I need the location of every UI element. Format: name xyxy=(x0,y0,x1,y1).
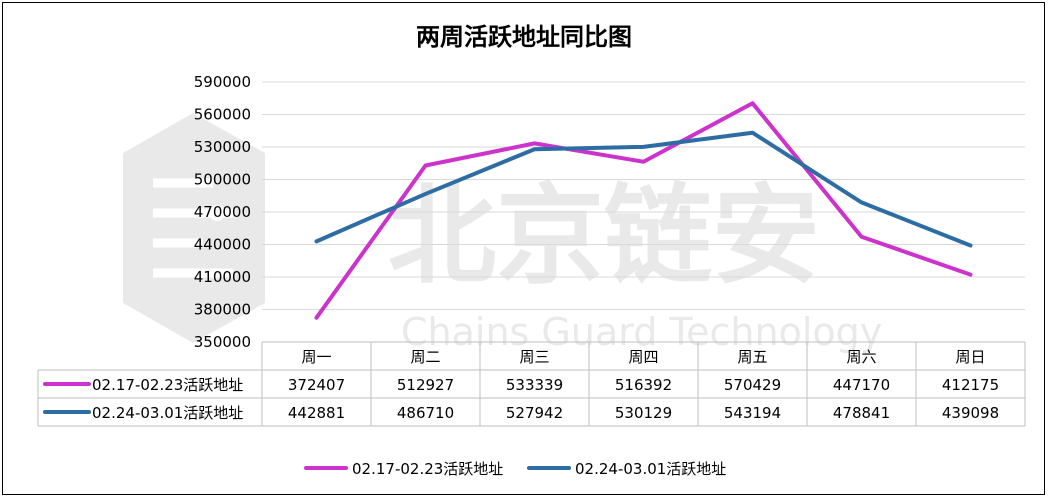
watermark-main: 北京链安 xyxy=(388,174,820,299)
series-lines xyxy=(314,101,973,320)
x-category-label: 周三 xyxy=(519,348,549,366)
table-value-cell: 447170 xyxy=(833,376,890,394)
y-tick-label: 590000 xyxy=(194,73,251,91)
series-line xyxy=(314,130,973,248)
y-tick-label: 560000 xyxy=(194,106,251,124)
table-series-name: 02.17-02.23活跃地址 xyxy=(92,376,243,394)
watermark-sub: Chains Guard Technology xyxy=(401,310,882,354)
y-tick-label: 440000 xyxy=(194,236,251,254)
x-category-label: 周五 xyxy=(737,348,767,366)
y-tick-label: 350000 xyxy=(194,333,251,351)
y-tick-label: 500000 xyxy=(194,171,251,189)
table-value-cell: 512927 xyxy=(397,376,454,394)
table-value-cell: 372407 xyxy=(288,376,345,394)
table-value-cell: 570429 xyxy=(724,376,781,394)
y-tick-label: 530000 xyxy=(194,138,251,156)
table-value-cell: 439098 xyxy=(942,404,999,422)
table-value-cell: 530129 xyxy=(615,404,672,422)
table-value-cell: 412175 xyxy=(942,376,999,394)
watermark: 北京链安 Chains Guard Technology xyxy=(123,113,882,354)
legend-entry: 02.17-02.23活跃地址 xyxy=(352,460,503,478)
y-axis-ticks: 350000 380000 410000 440000 470000 500000 5300… xyxy=(194,73,251,351)
x-category-label: 周日 xyxy=(955,348,985,366)
x-category-label: 周一 xyxy=(301,348,331,366)
line-chart: 北京链安 Chains Guard Technology 两周活跃地址同比图 3… xyxy=(37,23,1026,478)
table-value-cell: 442881 xyxy=(288,404,345,422)
table-value-cell: 527942 xyxy=(506,404,563,422)
legend-entry: 02.24-03.01活跃地址 xyxy=(575,460,726,478)
chart-title: 两周活跃地址同比图 xyxy=(416,23,632,51)
y-tick-label: 410000 xyxy=(194,268,251,286)
table-value-cell: 543194 xyxy=(724,404,781,422)
table-value-cell: 478841 xyxy=(833,404,890,422)
table-value-cell: 533339 xyxy=(506,376,563,394)
legend: 02.17-02.23活跃地址 02.24-03.01活跃地址 xyxy=(304,460,726,478)
x-category-label: 周二 xyxy=(410,348,440,366)
x-category-label: 周四 xyxy=(628,348,658,366)
y-tick-label: 380000 xyxy=(194,301,251,319)
x-category-label: 周六 xyxy=(846,348,876,366)
table-value-cell: 516392 xyxy=(615,376,672,394)
table-series-name: 02.24-03.01活跃地址 xyxy=(92,404,243,422)
series-line xyxy=(314,101,973,320)
y-tick-label: 470000 xyxy=(194,203,251,221)
table-value-cell: 486710 xyxy=(397,404,454,422)
gridlines xyxy=(262,81,1025,310)
watermark-logo-icon xyxy=(123,113,265,343)
data-table: 周一 周二 周三 周四 周五 周六 周日 02.17-02.23活跃地址 372407 51292… xyxy=(37,341,1026,427)
